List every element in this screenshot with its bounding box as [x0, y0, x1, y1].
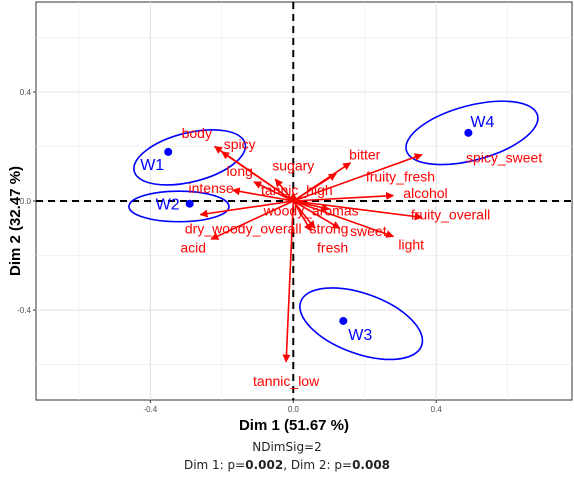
attribute-arrow-long — [253, 181, 294, 202]
attribute-label-strong: strong — [310, 220, 349, 236]
y-tick-label: 0.0 — [20, 197, 32, 206]
product-label-w2: W2 — [156, 197, 180, 214]
product-label-w4: W4 — [470, 114, 494, 131]
attribute-arrow-tannic-low — [282, 200, 295, 363]
confidence-ellipse-w4 — [405, 100, 539, 166]
attribute-arrow-sweet — [292, 200, 341, 229]
confidence-ellipse-w1 — [133, 129, 247, 186]
dim2-p-label: , Dim 2: p= — [283, 458, 353, 472]
product-label-w1: W1 — [140, 157, 164, 174]
attribute-label-sugary: sugary — [272, 158, 314, 174]
y-tick-label: -0.4 — [17, 306, 31, 315]
attribute-label-fruity-fresh: fruity_fresh — [366, 168, 435, 184]
dim1-p-label: Dim 1: p= — [183, 458, 246, 472]
attribute-arrow-fresh — [292, 200, 312, 232]
attribute-arrow-intense — [231, 187, 294, 202]
dim2-p-value: 0.008 — [352, 458, 391, 472]
attribute-arrow-fruity-fresh — [292, 173, 337, 202]
attribute-arrow-spicy-sweet — [293, 153, 423, 202]
y-tick-label: 0.4 — [20, 88, 32, 97]
p-values-caption: Dim 1: p=0.002, Dim 2: p=0.008 — [0, 458, 574, 472]
attribute-label-alcohol: alcohol — [403, 185, 447, 201]
attribute-label-intense: intense — [189, 180, 234, 196]
attribute-arrow-light — [293, 200, 395, 238]
x-tick-label: -0.4 — [143, 405, 157, 414]
attribute-label-tannic-low: tannic_low — [253, 373, 320, 389]
y-axis-label: Dim 2 (32.47 %) — [7, 166, 24, 276]
attribute-label-light: light — [398, 237, 424, 253]
x-tick-label: 0.0 — [288, 405, 300, 414]
biplot-chart: -0.4 0.0 0.4 -0.4 0.0 0.4 Dim 1 (51.67 %) Dim 2… — [7, 1, 573, 434]
attribute-label-spicy: spicy — [224, 136, 256, 152]
x-axis-label: Dim 1 (51.67 %) — [239, 417, 349, 434]
attribute-label-body: body — [182, 125, 212, 141]
ndimsig-caption: NDimSig=2 — [252, 440, 322, 454]
attribute-label-sweet: sweet — [350, 223, 387, 239]
product-point-w1 — [164, 147, 173, 156]
product-point-w3 — [339, 316, 348, 325]
attribute-arrow-dry-woody-overall — [199, 200, 294, 218]
attribute-label-bitter: bitter — [349, 147, 380, 163]
dim1-p-value: 0.002 — [245, 458, 284, 472]
attribute-label-dry-woody-overall: dry_woody_overall — [185, 220, 302, 236]
attribute-label-acid: acid — [180, 239, 206, 255]
attribute-arrow-acid — [210, 200, 294, 240]
product-point-w4 — [464, 128, 473, 137]
confidence-ellipse-w3 — [299, 287, 424, 361]
attribute-label-woody-aromas: woody_aromas — [263, 203, 359, 219]
confidence-ellipse-w2 — [128, 190, 230, 223]
attribute-label-tannic-high: tannic_high — [261, 182, 333, 198]
product-label-w3: W3 — [348, 327, 372, 344]
attribute-label-spicy-sweet: spicy_sweet — [466, 149, 542, 165]
attribute-arrow-alcohol — [293, 191, 395, 202]
attribute-label-fruity-overall: fruity_overall — [411, 207, 490, 223]
attribute-label-fresh: fresh — [317, 239, 348, 255]
x-tick-label: 0.4 — [431, 405, 443, 414]
attribute-arrow-spicy — [214, 145, 294, 202]
attribute-arrow-fruity-overall — [293, 200, 423, 221]
attribute-label-long: long — [226, 163, 252, 179]
product-point-w2 — [185, 199, 194, 208]
